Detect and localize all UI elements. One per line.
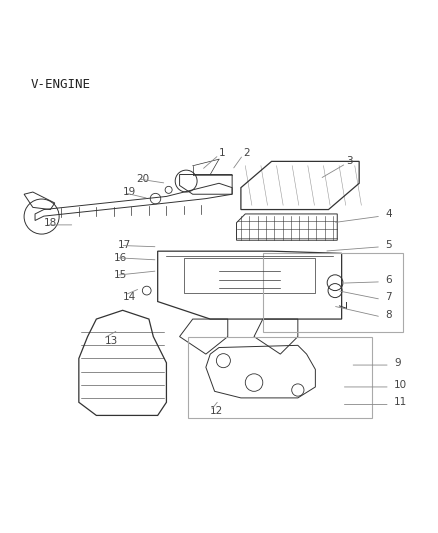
- Text: 17: 17: [118, 240, 131, 249]
- Text: 16: 16: [114, 253, 127, 263]
- Text: 7: 7: [385, 292, 392, 302]
- Text: 12: 12: [210, 406, 223, 416]
- Text: 3: 3: [346, 156, 353, 166]
- Text: 11: 11: [394, 397, 407, 407]
- Text: 13: 13: [105, 336, 118, 346]
- Text: 19: 19: [123, 187, 136, 197]
- Text: 2: 2: [243, 148, 250, 158]
- Text: 20: 20: [136, 174, 149, 184]
- Text: 5: 5: [385, 240, 392, 249]
- Bar: [188, 336, 372, 418]
- Text: V-ENGINE: V-ENGINE: [31, 78, 91, 91]
- Bar: [263, 253, 403, 332]
- Text: 9: 9: [394, 358, 401, 368]
- Text: 4: 4: [385, 209, 392, 219]
- Text: 1: 1: [219, 148, 226, 158]
- Text: 10: 10: [394, 379, 407, 390]
- Text: 6: 6: [385, 274, 392, 285]
- Text: 8: 8: [385, 310, 392, 320]
- Text: 15: 15: [114, 270, 127, 280]
- Text: 18: 18: [44, 217, 57, 228]
- Text: 14: 14: [123, 292, 136, 302]
